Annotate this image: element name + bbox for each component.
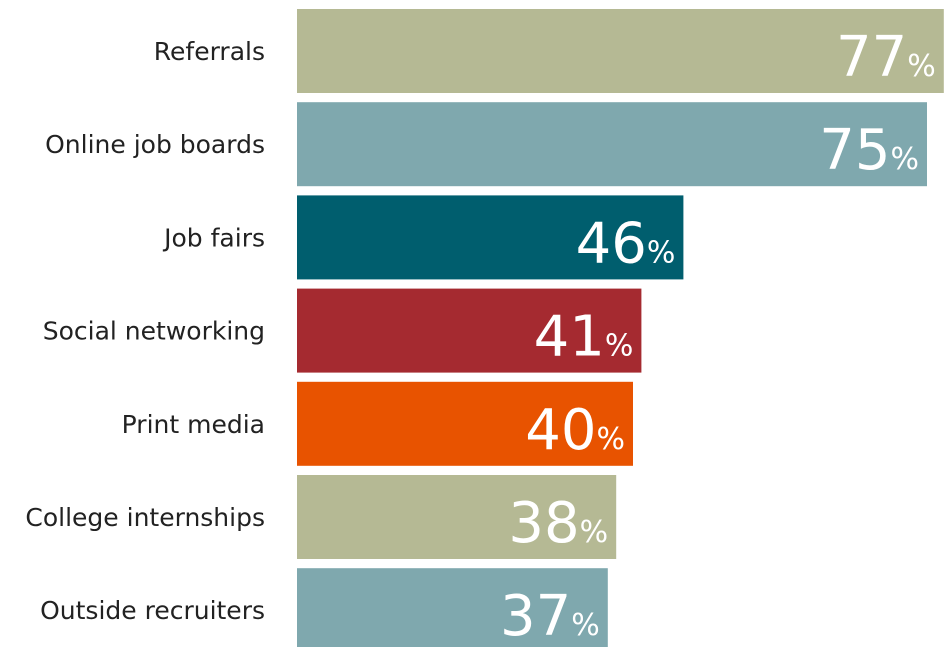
bar [297, 9, 944, 93]
bar [297, 568, 608, 647]
bar [297, 102, 927, 187]
bar [297, 475, 617, 559]
value-label: 41% [534, 305, 634, 370]
bar [297, 381, 633, 466]
category-label: College internships [25, 503, 265, 532]
category-label: Social networking [43, 317, 265, 346]
category-label: Print media [122, 410, 265, 439]
category-label: Job fairs [162, 223, 265, 252]
category-label: Outside recruiters [40, 596, 265, 625]
value-label: 46% [576, 211, 676, 276]
value-label: 77% [836, 25, 936, 90]
value-label: 75% [819, 118, 919, 183]
bar [297, 195, 684, 280]
category-label: Online job boards [45, 130, 265, 159]
value-label: 40% [525, 398, 625, 463]
bar [297, 288, 642, 373]
value-label: 38% [508, 491, 608, 556]
value-label: 37% [500, 584, 600, 647]
category-label: Referrals [154, 37, 265, 66]
